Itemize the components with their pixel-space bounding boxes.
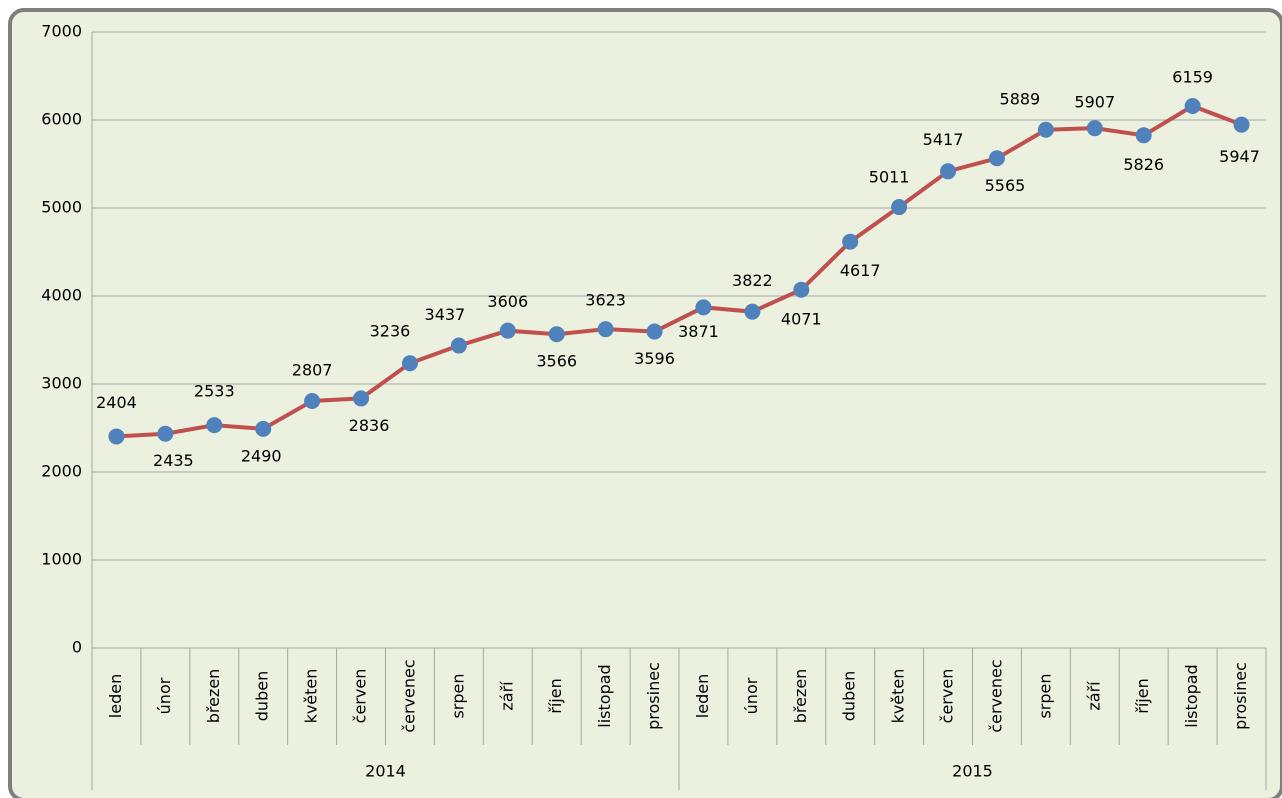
data-label: 5826 xyxy=(1123,155,1164,174)
x-tick-label: březen xyxy=(791,669,810,724)
x-tick-label: únor xyxy=(742,677,761,714)
x-tick-label: květen xyxy=(302,669,321,724)
marker xyxy=(1233,116,1250,133)
marker xyxy=(1086,120,1103,137)
marker xyxy=(255,420,272,437)
marker xyxy=(206,417,223,434)
x-tick-label: září xyxy=(497,681,516,711)
x-tick-label: březen xyxy=(204,669,223,724)
marker xyxy=(157,425,174,442)
x-tick-label: prosinec xyxy=(644,662,663,730)
chart-frame xyxy=(8,8,1282,798)
data-label: 3437 xyxy=(425,305,466,324)
marker xyxy=(450,337,467,354)
data-label: 3871 xyxy=(678,322,719,341)
data-label: 3566 xyxy=(536,352,577,371)
x-tick-label: duben xyxy=(840,671,859,721)
y-tick-label: 4000 xyxy=(41,286,82,305)
data-label: 4071 xyxy=(781,309,822,328)
marker xyxy=(108,428,125,445)
y-tick-label: 3000 xyxy=(41,374,82,393)
data-label: 5011 xyxy=(869,168,910,187)
data-label: 3236 xyxy=(370,322,411,341)
data-label: 5565 xyxy=(985,176,1026,195)
data-label: 5907 xyxy=(1074,93,1115,112)
data-label: 3623 xyxy=(585,291,626,310)
marker xyxy=(499,322,516,339)
data-label: 4617 xyxy=(840,261,881,280)
x-tick-label: květen xyxy=(889,669,908,724)
y-tick-label: 7000 xyxy=(41,22,82,41)
x-tick-label: duben xyxy=(253,671,272,721)
data-label: 2533 xyxy=(194,382,235,401)
data-label: 2490 xyxy=(241,446,282,465)
data-label: 3596 xyxy=(634,349,675,368)
y-tick-label: 1000 xyxy=(41,550,82,569)
x-tick-label: únor xyxy=(155,677,174,714)
marker xyxy=(304,392,321,409)
line xyxy=(116,103,1243,439)
data-label: 2807 xyxy=(292,360,333,379)
x-tick-label: červen xyxy=(351,669,370,724)
x-tick-label: leden xyxy=(106,674,125,718)
x-tick-label: červenec xyxy=(986,659,1005,732)
x-tick-label: červen xyxy=(938,669,957,724)
marker xyxy=(548,326,565,343)
group-label: 2014 xyxy=(365,762,406,781)
data-label: 2404 xyxy=(96,393,137,412)
data-label: 3822 xyxy=(732,271,773,290)
y-tick-label: 2000 xyxy=(41,462,82,481)
marker xyxy=(1184,98,1201,115)
marker xyxy=(1135,127,1152,144)
marker xyxy=(1037,121,1054,138)
data-label: 2435 xyxy=(153,451,194,470)
marker xyxy=(842,233,859,250)
x-tick-label: leden xyxy=(693,674,712,718)
data-label: 6159 xyxy=(1172,68,1213,87)
marker xyxy=(988,150,1005,167)
marker xyxy=(793,281,810,298)
marker xyxy=(744,303,761,320)
y-tick-label: 5000 xyxy=(41,198,82,217)
marker xyxy=(353,390,370,407)
y-tick-label: 0 xyxy=(72,638,82,657)
data-label: 3606 xyxy=(487,292,528,311)
marker xyxy=(597,321,614,338)
x-tick-label: srpen xyxy=(448,673,467,718)
x-tick-label: září xyxy=(1084,681,1103,711)
data-label: 2836 xyxy=(349,416,390,435)
marker xyxy=(940,163,957,180)
marker xyxy=(401,355,418,372)
x-tick-label: říjen xyxy=(546,678,565,713)
x-tick-label: listopad xyxy=(595,664,614,727)
x-tick-label: červenec xyxy=(399,659,418,732)
x-tick-label: listopad xyxy=(1182,664,1201,727)
data-label: 5417 xyxy=(923,130,964,149)
data-label: 5889 xyxy=(1000,89,1041,108)
marker xyxy=(891,199,908,216)
x-tick-label: říjen xyxy=(1133,678,1152,713)
y-tick-label: 6000 xyxy=(41,110,82,129)
x-tick-label: srpen xyxy=(1035,673,1054,718)
marker xyxy=(695,299,712,316)
data-label: 5947 xyxy=(1219,147,1260,166)
marker xyxy=(646,323,663,340)
group-label: 2015 xyxy=(952,762,993,781)
x-tick-label: prosinec xyxy=(1231,662,1250,730)
